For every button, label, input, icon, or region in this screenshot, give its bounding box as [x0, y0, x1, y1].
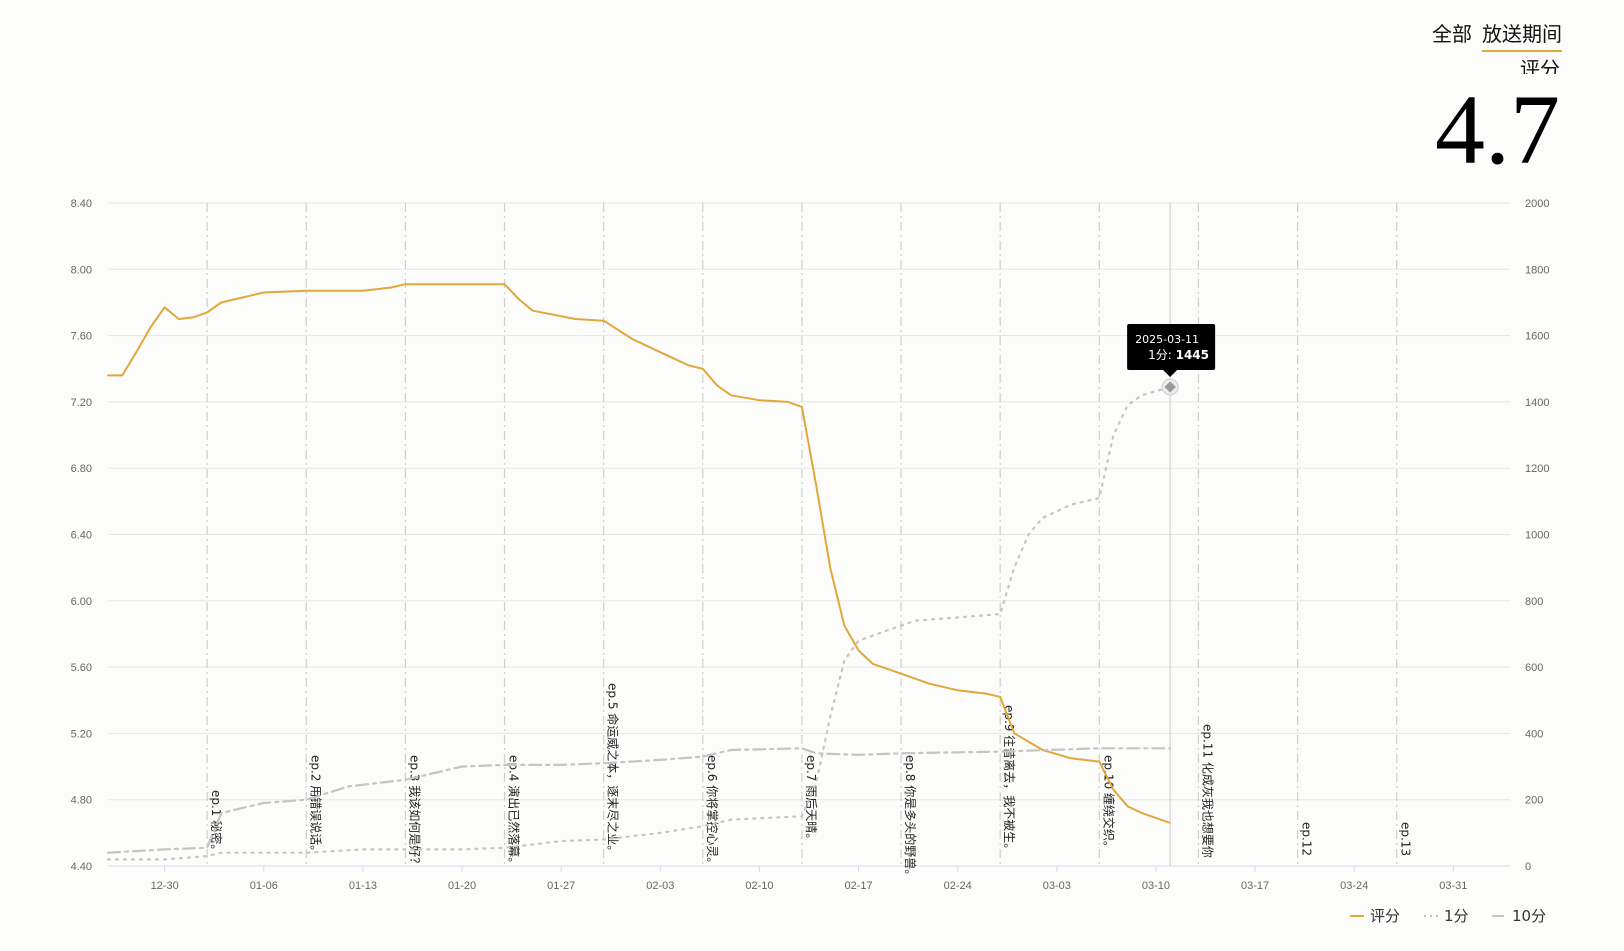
y-right-tick-label: 600 — [1525, 662, 1543, 674]
y-right-tick-label: 200 — [1525, 795, 1543, 807]
range-tabs: 全部 放送期间 — [1432, 18, 1562, 52]
score-label: 评分 — [1520, 57, 1560, 74]
episode-label: ep.12 — [1300, 822, 1314, 856]
y-right-tick-label: 1400 — [1525, 397, 1549, 409]
y-left-tick-label: 6.00 — [71, 596, 92, 608]
y-right-tick-label: 1600 — [1525, 331, 1549, 343]
tooltip-value: 1445 — [1176, 348, 1209, 362]
episode-label: ep.3 我该如何是好？ — [407, 755, 422, 869]
x-tick-label: 02-03 — [646, 880, 674, 892]
y-right-tick-label: 800 — [1525, 596, 1543, 608]
y-left-tick-label: 8.40 — [71, 198, 92, 210]
tab-airing[interactable]: 放送期间 — [1482, 18, 1562, 52]
y-right-tick-label: 2000 — [1525, 198, 1549, 210]
x-tick-label: 03-24 — [1340, 880, 1368, 892]
y-right-tick-label: 0 — [1525, 861, 1531, 873]
x-tick-label: 12-30 — [151, 880, 179, 892]
tooltip-series: 1分: — [1148, 348, 1176, 362]
x-tick-label: 01-06 — [250, 880, 278, 892]
legend-item-label[interactable]: 10分 — [1512, 907, 1546, 925]
y-left-tick-label: 5.20 — [71, 728, 92, 740]
episode-label: ep.11 化成灰我也想要你 — [1200, 724, 1215, 858]
y-right-tick-label: 400 — [1525, 728, 1543, 740]
episode-label: ep.2 用错误说话。 — [308, 755, 323, 857]
series-line-one-point — [106, 385, 1172, 861]
episode-label: ep.4 演出已然落幕。 — [507, 755, 522, 869]
legend-item-label[interactable]: 1分 — [1444, 907, 1469, 925]
tooltip-value-line: 1分: 1445 — [1148, 348, 1209, 362]
x-tick-label: 01-13 — [349, 880, 377, 892]
y-right-tick-label: 1800 — [1525, 264, 1549, 276]
y-left-tick-label: 7.20 — [71, 397, 92, 409]
x-tick-label: 01-20 — [448, 880, 476, 892]
episode-label: ep.9 往昔离去，我不被生。 — [1002, 705, 1017, 855]
tab-all[interactable]: 全部 — [1432, 22, 1472, 46]
x-tick-label: 03-17 — [1241, 880, 1269, 892]
x-tick-label: 02-17 — [844, 880, 872, 892]
hover-point — [1164, 381, 1176, 393]
y-left-tick-label: 8.00 — [71, 264, 92, 276]
y-left-tick-label: 5.60 — [71, 662, 92, 674]
episode-label: ep.6 你将掌控心灵。 — [705, 755, 719, 869]
x-tick-label: 03-10 — [1142, 880, 1170, 892]
episode-label: ep.10 缠绕交织。 — [1101, 755, 1116, 853]
x-tick-label: 03-03 — [1043, 880, 1071, 892]
x-tick-label: 03-31 — [1439, 880, 1467, 892]
tooltip-date: 2025-03-11 — [1135, 333, 1199, 346]
y-left-tick-label: 6.80 — [71, 463, 92, 475]
y-left-tick-label: 4.40 — [71, 861, 92, 873]
y-left-tick-label: 4.80 — [71, 795, 92, 807]
x-tick-label: 01-27 — [547, 880, 575, 892]
episode-label: ep.13 — [1399, 822, 1413, 856]
episode-label: ep.7 雨后天晴。 — [804, 755, 818, 845]
score-value: 4.7 — [1435, 74, 1560, 185]
legend-item-label[interactable]: 评分 — [1370, 907, 1400, 925]
series-line-score — [107, 283, 1172, 824]
x-tick-label: 02-24 — [944, 880, 972, 892]
tooltip-pointer — [1163, 369, 1178, 377]
y-right-tick-label: 1000 — [1525, 530, 1549, 542]
y-left-tick-label: 7.60 — [71, 331, 92, 343]
episode-label: ep.8 你是多头的野兽。 — [903, 755, 918, 881]
y-right-tick-label: 1200 — [1525, 463, 1549, 475]
tooltip-box — [1127, 323, 1216, 370]
x-tick-label: 02-10 — [745, 880, 773, 892]
y-left-tick-label: 6.40 — [71, 530, 92, 542]
episode-label: ep.5 命运威之本，逐末尽之业。 — [606, 683, 621, 857]
series-line-ten-point — [106, 747, 1172, 854]
